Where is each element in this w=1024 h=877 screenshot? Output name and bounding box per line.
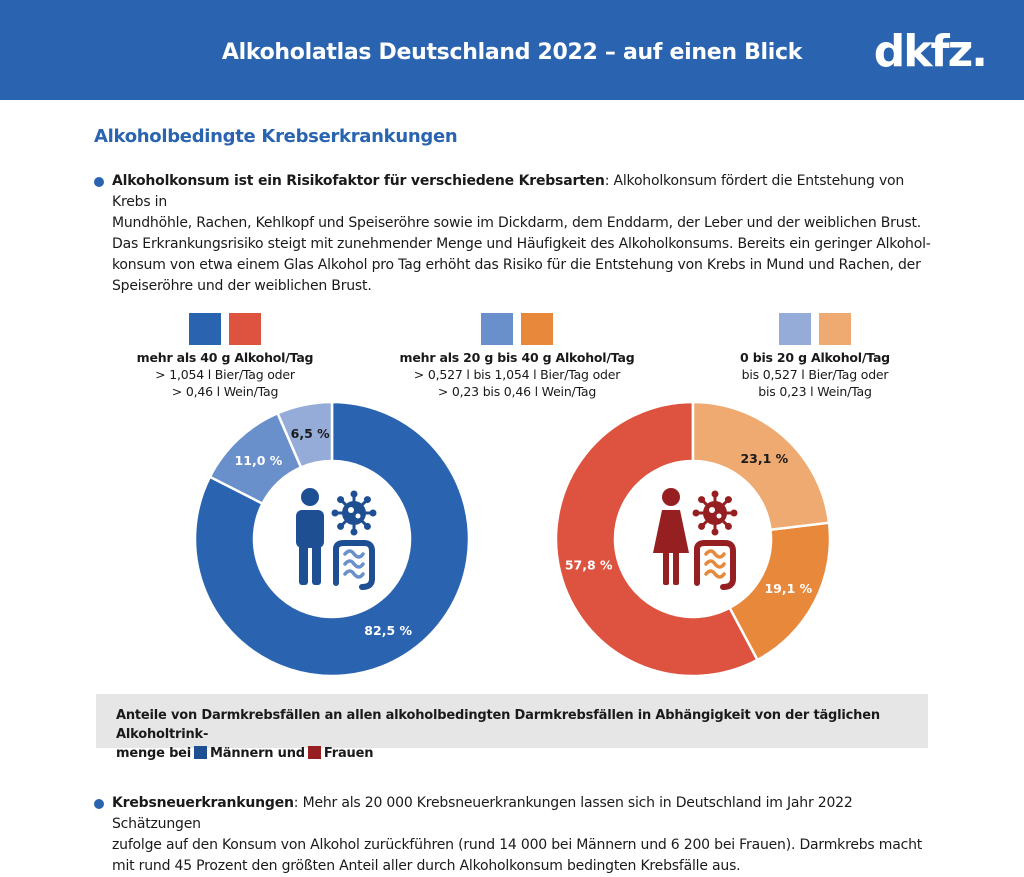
intro-line: Mundhöhle, Rachen, Kehlkopf und Speiserö…: [112, 215, 922, 231]
bullet-dot: [94, 799, 104, 809]
slice-label: 19,1 %: [764, 581, 812, 596]
legend-swatch-female: [521, 313, 553, 345]
slice-label: 6,5 %: [291, 426, 330, 441]
intro-line: : Alkoholkonsum fördert die Entstehung v…: [112, 173, 905, 210]
caption-swatch-men: [194, 746, 208, 759]
male-icon: [296, 488, 324, 585]
slice-label: 82,5 %: [364, 623, 412, 638]
incidence-line: zufolge auf den Konsum von Alkohol zurüc…: [112, 837, 923, 853]
intestine-icon: [694, 540, 736, 590]
intestine-icon: [333, 540, 375, 590]
section-title: Alkoholbedingte Krebserkrankungen: [94, 126, 458, 147]
incidence-line: mit rund 45 Prozent den größten Anteil a…: [112, 858, 741, 874]
legend-title: 0 bis 20 g Alkohol/Tag: [740, 350, 890, 365]
donut-slice: [275, 400, 334, 470]
legend-line: > 0,46 l Wein/Tag: [171, 384, 279, 399]
chart-caption: Anteile von Darmkrebsfällen an allen alk…: [116, 706, 916, 763]
legend-swatch-male: [189, 313, 221, 345]
intro-line: Das Erkrankungsrisiko steigt mit zunehme…: [112, 236, 931, 252]
donut-slice: [691, 400, 831, 532]
page-title: Alkoholatlas Deutschland 2022 – auf eine…: [221, 40, 803, 65]
caption-swatch-women: [307, 746, 321, 759]
dkfz-logo: dkfz.: [873, 26, 988, 77]
legend-line: > 1,054 l Bier/Tag oder: [155, 367, 295, 382]
legend-medium: mehr als 20 g bis 40 g Alkohol/Tag > 0,5…: [382, 313, 652, 400]
slice-label: 11,0 %: [235, 453, 283, 468]
incidence-paragraph: Krebsneuerkrankungen: Mehr als 20 000 Kr…: [112, 793, 932, 877]
incidence-bold: Krebsneuerkrankungen: [112, 795, 294, 811]
intro-line: Speiseröhre und der weiblichen Brust.: [112, 278, 372, 294]
legend-title: mehr als 40 g Alkohol/Tag: [136, 350, 314, 365]
virus-icon: [692, 490, 738, 536]
incidence-line: : Mehr als 20 000 Krebsneuerkrankungen l…: [112, 795, 853, 832]
legend-swatch-male: [779, 313, 811, 345]
caption-women: Frauen: [323, 746, 374, 761]
caption-men: Männern und: [210, 746, 305, 761]
slice-label: 57,8 %: [565, 558, 613, 573]
caption-line: Anteile von Darmkrebsfällen an allen alk…: [116, 708, 880, 742]
legend-swatch-female: [819, 313, 851, 345]
legend-heavy: mehr als 40 g Alkohol/Tag > 1,054 l Bier…: [100, 313, 350, 400]
legend-title: mehr als 20 g bis 40 g Alkohol/Tag: [399, 350, 635, 365]
legend-line: > 0,527 l bis 1,054 l Bier/Tag oder: [413, 367, 621, 382]
intro-bold: Alkoholkonsum ist ein Risikofaktor für v…: [112, 173, 605, 189]
slice-label: 23,1 %: [740, 451, 788, 466]
bullet-dot: [94, 177, 104, 187]
virus-icon: [331, 490, 377, 536]
donut-slice: [554, 400, 760, 678]
legend-line: bis 0,527 l Bier/Tag oder: [741, 367, 889, 382]
donut-slice: [193, 400, 471, 678]
caption-prefix: menge bei: [116, 746, 192, 761]
header-bar: [0, 0, 1024, 100]
intro-paragraph: Alkoholkonsum ist ein Risikofaktor für v…: [112, 171, 932, 297]
legend-light: 0 bis 20 g Alkohol/Tag bis 0,527 l Bier/…: [690, 313, 940, 400]
legend-line: > 0,23 bis 0,46 l Wein/Tag: [437, 384, 597, 399]
legend-swatch-female: [229, 313, 261, 345]
intro-line: konsum von etwa einem Glas Alkohol pro T…: [112, 257, 921, 273]
caption-box: [96, 694, 928, 748]
female-icon: [653, 488, 689, 585]
legend-swatch-male: [481, 313, 513, 345]
legend-line: bis 0,23 l Wein/Tag: [758, 384, 872, 399]
